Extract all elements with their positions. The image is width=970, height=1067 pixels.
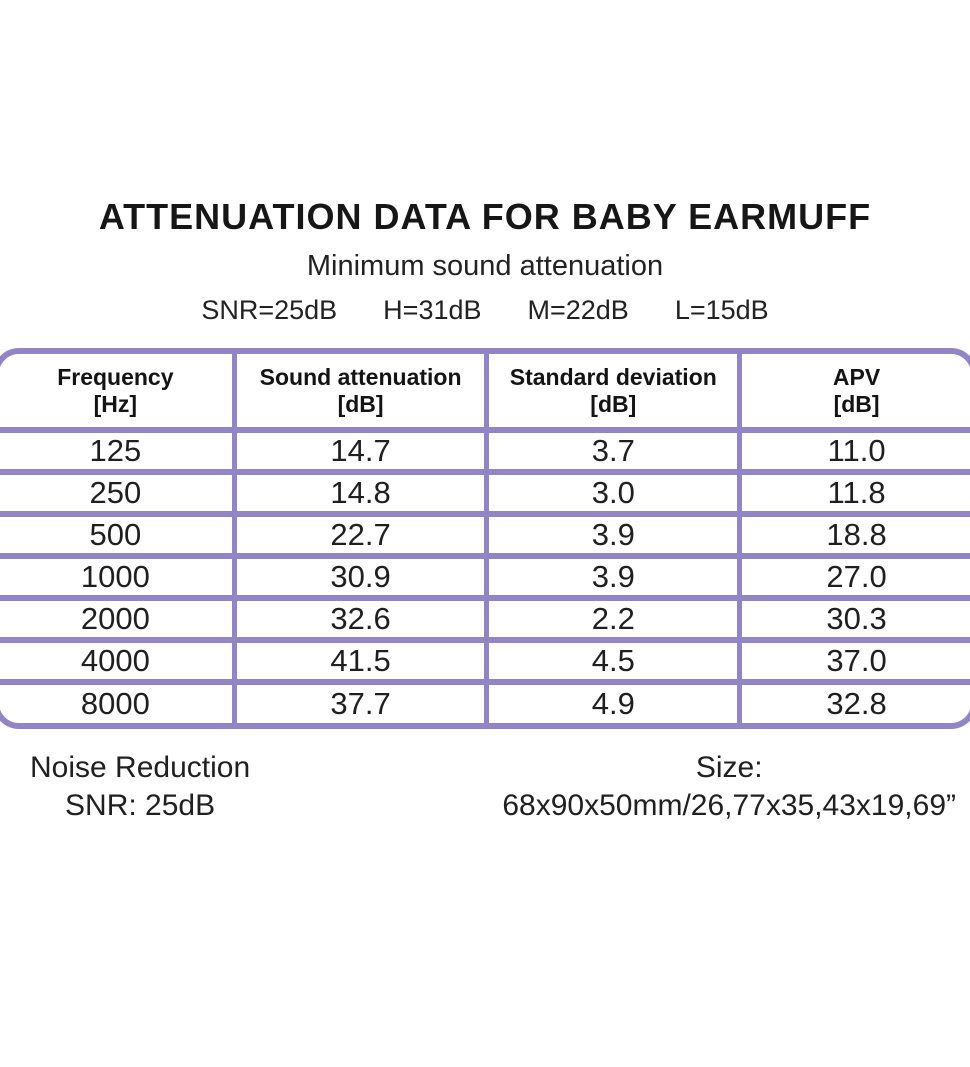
table-row: 500 22.7 3.9 18.8	[0, 511, 970, 559]
cell-sound-attenuation: 30.9	[231, 553, 490, 601]
table-row: 8000 37.7 4.9 32.8	[0, 679, 970, 723]
cell-sound-attenuation: 37.7	[231, 679, 490, 723]
col-header-apv: APV [dB]	[737, 354, 970, 433]
cell-apv: 30.3	[737, 595, 970, 643]
col-header-unit: [dB]	[833, 390, 880, 417]
attenuation-table: Frequency [Hz] Sound attenuation [dB] St…	[0, 348, 970, 729]
cell-apv: 37.0	[737, 637, 970, 685]
cell-frequency: 4000	[0, 637, 237, 685]
rating-h: H=31dB	[383, 295, 482, 325]
col-header-sound-attenuation: Sound attenuation [dB]	[231, 354, 490, 433]
table-header-row: Frequency [Hz] Sound attenuation [dB] St…	[0, 354, 970, 433]
noise-reduction-label: Noise Reduction	[30, 751, 251, 784]
cell-standard-deviation: 2.2	[484, 595, 743, 643]
cell-frequency: 1000	[0, 553, 237, 601]
cell-apv: 11.8	[737, 469, 970, 517]
cell-apv: 18.8	[737, 511, 970, 559]
cell-standard-deviation: 3.9	[484, 511, 743, 559]
table-row: 4000 41.5 4.5 37.0	[0, 637, 970, 685]
cell-frequency: 250	[0, 469, 237, 517]
table-row: 250 14.8 3.0 11.8	[0, 469, 970, 517]
col-header-frequency: Frequency [Hz]	[0, 354, 237, 433]
rating-snr: SNR=25dB	[201, 295, 338, 325]
col-header-unit: [Hz]	[93, 390, 138, 417]
col-header-label: Frequency	[57, 363, 174, 390]
page-subtitle: Minimum sound attenuation	[306, 250, 664, 282]
cell-apv: 27.0	[737, 553, 970, 601]
table-row: 125 14.7 3.7 11.0	[0, 427, 970, 475]
cell-apv: 11.0	[737, 427, 970, 475]
table-row: 2000 32.6 2.2 30.3	[0, 595, 970, 643]
size-label: Size:	[695, 751, 763, 784]
footer: Noise Reduction SNR: 25dB Size: 68x90x50…	[0, 749, 970, 825]
cell-frequency: 8000	[0, 679, 237, 723]
col-header-unit: [dB]	[337, 390, 384, 417]
cell-standard-deviation: 3.9	[484, 553, 743, 601]
noise-reduction-value: SNR: 25dB	[65, 789, 216, 822]
cell-sound-attenuation: 14.8	[231, 469, 490, 517]
cell-frequency: 125	[0, 427, 237, 475]
cell-sound-attenuation: 22.7	[231, 511, 490, 559]
size-block: Size: 68x90x50mm/26,77x35,43x19,69”	[502, 749, 956, 825]
cell-frequency: 500	[0, 511, 237, 559]
table-row: 1000 30.9 3.9 27.0	[0, 553, 970, 601]
ratings-line: SNR=25dB H=31dB M=22dB L=15dB	[0, 294, 970, 327]
cell-standard-deviation: 3.0	[484, 469, 743, 517]
col-header-label: APV	[832, 363, 881, 390]
col-header-standard-deviation: Standard deviation [dB]	[484, 354, 743, 433]
col-header-label: Standard deviation	[509, 363, 717, 390]
cell-standard-deviation: 4.5	[484, 637, 743, 685]
rating-m: M=22dB	[527, 295, 629, 325]
col-header-label: Sound attenuation	[259, 363, 462, 390]
cell-sound-attenuation: 41.5	[231, 637, 490, 685]
cell-sound-attenuation: 32.6	[231, 595, 490, 643]
cell-apv: 32.8	[737, 679, 970, 723]
cell-standard-deviation: 3.7	[484, 427, 743, 475]
cell-sound-attenuation: 14.7	[231, 427, 490, 475]
cell-frequency: 2000	[0, 595, 237, 643]
col-header-unit: [dB]	[590, 390, 637, 417]
cell-standard-deviation: 4.9	[484, 679, 743, 723]
noise-reduction-block: Noise Reduction SNR: 25dB	[30, 749, 250, 825]
rating-l: L=15dB	[674, 295, 769, 325]
size-value: 68x90x50mm/26,77x35,43x19,69”	[502, 789, 956, 822]
page-title: ATTENUATION DATA FOR BABY EARMUFF	[98, 196, 872, 237]
